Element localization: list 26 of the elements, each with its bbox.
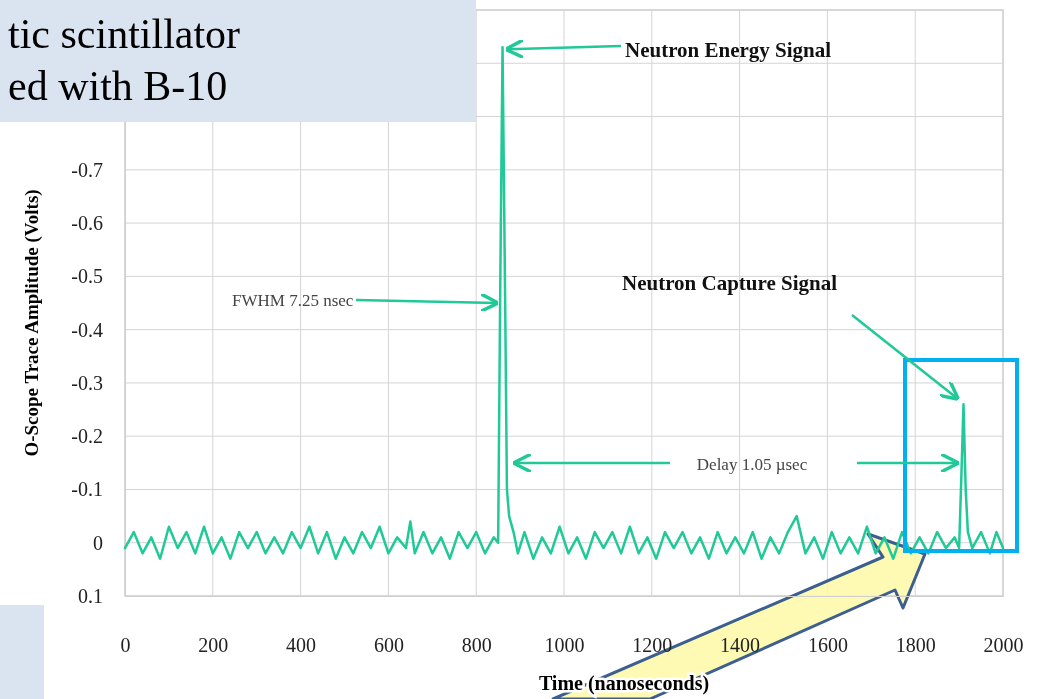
x-tick-label: 200 [198,634,229,657]
y-tick-label: -0.4 [71,318,103,341]
x-tick-label: 600 [373,634,404,657]
annotation: FWHM 7.25 nsec [232,291,354,310]
y-tick-label: -0.1 [71,478,103,501]
x-tick-label: 1800 [895,634,936,657]
x-tick-label: 2000 [983,634,1024,657]
x-tick-label: 1600 [807,634,848,657]
annotation: Neutron Capture Signal [622,271,838,295]
x-tick-label: 800 [461,634,492,657]
y-axis-title: O-Scope Trace Amplitude (Volts) [21,189,43,457]
y-tick-label: -0.7 [71,158,103,181]
y-tick-label: -0.3 [71,371,103,394]
x-tick-label: 0 [120,634,131,657]
x-tick-label: 1200 [632,634,673,657]
y-tick-label: -0.5 [71,265,103,288]
x-tick-label: 400 [286,634,317,657]
y-tick-label: -0.6 [71,211,103,234]
x-tick-label: 1000 [544,634,585,657]
x-tick-label: 1400 [720,634,761,657]
y-tick-label: 0 [93,531,103,554]
text: tic scintillator ed with B-10 [8,11,241,109]
y-tick-label: -0.2 [71,425,103,448]
annotation: Delay 1.05 µsec [696,455,808,474]
y-tick-label: 0.1 [78,584,103,607]
annotation: Neutron Energy Signal [625,38,832,62]
